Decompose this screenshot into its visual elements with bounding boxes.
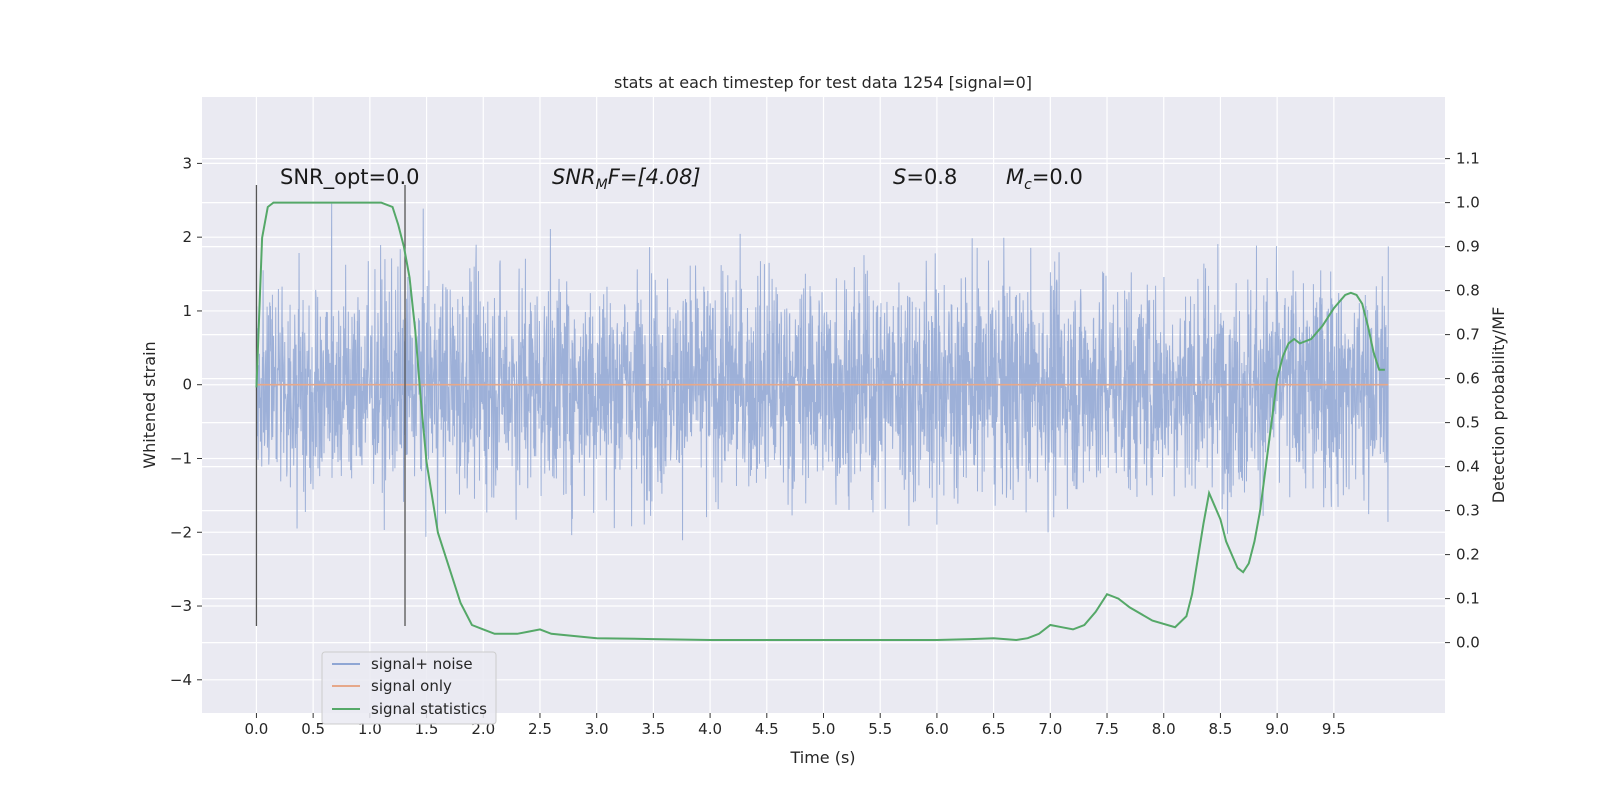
mc-value: =0.0: [1032, 165, 1083, 189]
y2-tick-label: 0.0: [1456, 634, 1480, 652]
y2-tick-label: 0.4: [1456, 458, 1480, 476]
y-axis-label: Whitened strain: [140, 341, 159, 468]
x-axis-label: Time (s): [789, 748, 855, 767]
x-tick-label: 3.0: [585, 720, 609, 738]
x-tick-label: 2.5: [528, 720, 552, 738]
y-tick-label: −1: [170, 449, 192, 467]
x-tick-label: 7.0: [1038, 720, 1062, 738]
legend: signal+ noise signal only signal statist…: [321, 651, 497, 725]
y2-tick-label: 0.8: [1456, 282, 1480, 300]
legend-box: [321, 651, 497, 725]
x-tick-label: 8.5: [1209, 720, 1233, 738]
y2-tick-label: 0.1: [1456, 590, 1480, 608]
y2-tick-label: 1.0: [1456, 194, 1480, 212]
window-lines: [255, 185, 406, 626]
annotation-snr-mf: SNRMF=[4.08]: [552, 165, 701, 193]
snr-mf-symbol: SNR: [552, 165, 596, 189]
snr-mf-subscript: M: [596, 177, 608, 193]
x-tick-label: 0.0: [245, 720, 269, 738]
y2-tick-label: 0.6: [1456, 370, 1480, 388]
annotation-s: S=0.8: [893, 165, 957, 189]
series-signal-noise: [255, 203, 1389, 541]
y-tick-label: −2: [170, 523, 192, 541]
annotation-snr-opt: SNR_opt=0.0: [280, 165, 420, 190]
y-tick-label: 1: [182, 302, 192, 320]
y-tick-label: −4: [170, 671, 192, 689]
annotation-mc: Mc=0.0: [1006, 165, 1083, 193]
s-value: =0.8: [906, 165, 957, 189]
y2-tick-label: 0.5: [1456, 414, 1480, 432]
legend-label-signal-noise: signal+ noise: [371, 655, 473, 673]
noise-trace: [255, 203, 1389, 541]
y-axis-ticks: −4 −3 −2 −1 0 1 2 3: [170, 154, 202, 689]
y-tick-label: 3: [182, 154, 192, 172]
x-tick-label: 4.0: [698, 720, 722, 738]
x-tick-label: 0.5: [301, 720, 325, 738]
mc-subscript: c: [1024, 177, 1032, 193]
y2-tick-label: 0.7: [1456, 326, 1480, 344]
x-tick-label: 3.5: [641, 720, 665, 738]
y-tick-label: 2: [182, 228, 192, 246]
y-tick-label: −3: [170, 597, 192, 615]
x-tick-label: 6.0: [925, 720, 949, 738]
x-tick-label: 7.5: [1095, 720, 1119, 738]
y2-tick-label: 0.3: [1456, 502, 1480, 520]
snr-mf-value: F=[4.08]: [608, 165, 701, 189]
x-tick-label: 9.5: [1322, 720, 1346, 738]
y2-axis-label: Detection probability/MF: [1489, 307, 1508, 504]
x-tick-label: 5.5: [868, 720, 892, 738]
y2-tick-label: 0.2: [1456, 546, 1480, 564]
legend-label-signal-only: signal only: [371, 677, 452, 695]
series-signal-statistics: [255, 201, 1385, 641]
mc-symbol: M: [1006, 165, 1024, 189]
y2-axis-ticks: 0.0 0.1 0.2 0.3 0.4 0.5 0.6 0.7 0.8 0.9 1.0 1.1: [1445, 150, 1480, 652]
y-tick-label: 0: [182, 376, 192, 394]
y2-tick-label: 0.9: [1456, 238, 1480, 256]
x-tick-label: 6.5: [982, 720, 1006, 738]
x-tick-label: 8.0: [1152, 720, 1176, 738]
legend-label-signal-statistics: signal statistics: [371, 700, 487, 718]
chart-title: stats at each timestep for test data 125…: [614, 73, 1032, 92]
x-tick-label: 4.5: [755, 720, 779, 738]
x-tick-label: 9.0: [1265, 720, 1289, 738]
s-symbol: S: [893, 165, 906, 189]
x-tick-label: 5.0: [812, 720, 836, 738]
y2-tick-label: 1.1: [1456, 150, 1480, 168]
